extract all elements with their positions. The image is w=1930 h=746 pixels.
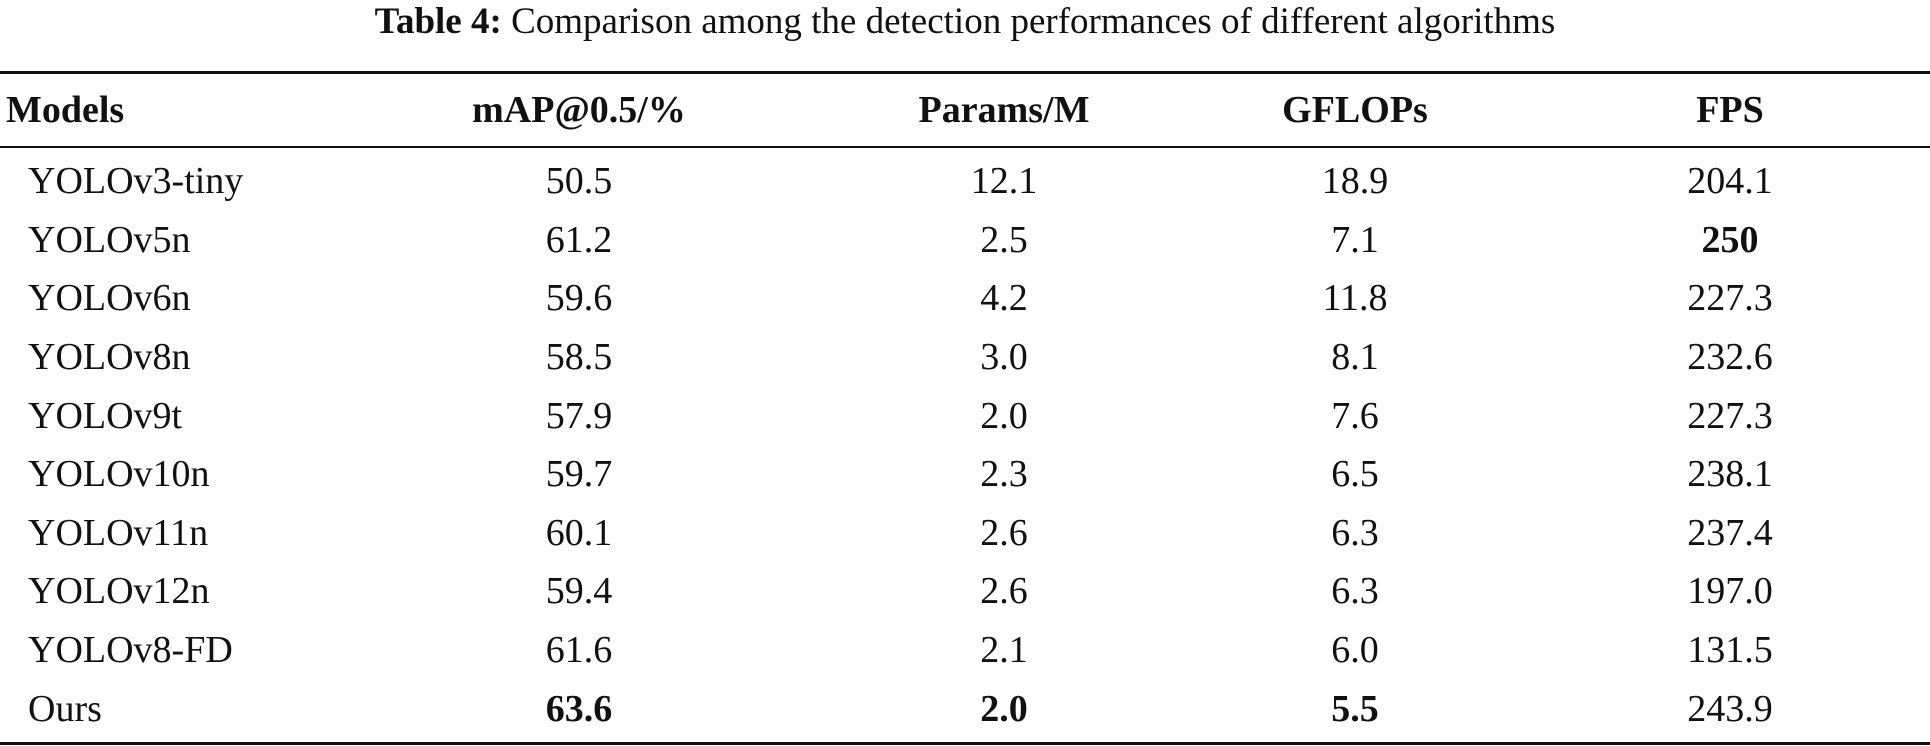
table-bottom-rule [0,742,1930,745]
comparison-table: Models mAP@0.5/% Params/M GFLOPs FPS YOL… [0,74,1930,738]
cell-map: 50.5 [545,160,613,203]
table-row: YOLOv8-FD 61.6 2.1 6.0 131.5 [0,621,1930,680]
header-gflops: GFLOPs [1282,89,1428,131]
cell-gflops: 18.9 [1321,160,1389,203]
cell-map: 59.4 [545,570,613,613]
cell-params: 4.2 [980,277,1028,320]
cell-map: 60.1 [545,511,613,554]
cell-model: YOLOv5n [28,218,191,261]
cell-model: YOLOv6n [28,277,191,320]
cell-model: YOLOv8-FD [28,629,233,672]
cell-gflops: 7.1 [1331,218,1379,261]
cell-map: 59.6 [545,277,613,320]
cell-map: 63.6 [545,687,613,730]
cell-model: YOLOv3-tiny [28,160,244,203]
header-params: Params/M [918,89,1090,131]
cell-fps: 227.3 [1687,394,1773,437]
header-map: mAP@0.5/% [472,89,686,131]
cell-params: 12.1 [970,160,1038,203]
cell-gflops: 11.8 [1322,277,1388,320]
cell-params: 3.0 [980,336,1028,379]
table-row: Ours 63.6 2.0 5.5 243.9 [0,679,1930,738]
table-top-rule [0,71,1930,74]
table-row: YOLOv8n 58.5 3.0 8.1 232.6 [0,328,1930,387]
cell-fps: 131.5 [1687,629,1773,672]
cell-fps: 204.1 [1687,160,1773,203]
table-row: YOLOv3-tiny 50.5 12.1 18.9 204.1 [0,146,1930,211]
cell-params: 2.0 [980,394,1028,437]
cell-model: YOLOv8n [28,336,191,379]
table-caption-text: Comparison among the detection performan… [501,1,1556,42]
cell-params: 2.6 [980,570,1028,613]
cell-gflops: 6.3 [1331,570,1379,613]
cell-params: 2.5 [980,218,1028,261]
cell-fps: 197.0 [1687,570,1773,613]
table-caption: Table 4: Comparison among the detection … [0,0,1930,44]
cell-gflops: 8.1 [1331,336,1379,379]
cell-fps: 250 [1701,218,1759,261]
table-row: YOLOv12n 59.4 2.6 6.3 197.0 [0,562,1930,621]
cell-fps: 243.9 [1687,687,1773,730]
cell-params: 2.3 [980,453,1028,496]
cell-params: 2.6 [980,511,1028,554]
cell-map: 58.5 [545,336,613,379]
cell-fps: 237.4 [1687,511,1773,554]
table-row: YOLOv11n 60.1 2.6 6.3 237.4 [0,504,1930,563]
cell-map: 61.6 [545,629,613,672]
header-fps: FPS [1696,89,1764,131]
table-row: YOLOv6n 59.6 4.2 11.8 227.3 [0,269,1930,328]
table-row: YOLOv5n 61.2 2.5 7.1 250 [0,211,1930,270]
cell-fps: 227.3 [1687,277,1773,320]
cell-fps: 232.6 [1687,336,1773,379]
cell-params: 2.1 [980,629,1028,672]
cell-model: YOLOv12n [28,570,210,613]
cell-map: 57.9 [545,394,613,437]
cell-map: 59.7 [545,453,613,496]
cell-model: YOLOv10n [28,453,210,496]
cell-fps: 238.1 [1687,453,1773,496]
table-row: YOLOv9t 57.9 2.0 7.6 227.3 [0,386,1930,445]
cell-model: Ours [28,687,102,730]
cell-map: 61.2 [545,218,613,261]
cell-model: YOLOv11n [28,511,209,554]
cell-gflops: 6.0 [1331,629,1379,672]
cell-model: YOLOv9t [28,394,183,437]
cell-gflops: 5.5 [1331,687,1379,730]
cell-gflops: 7.6 [1331,394,1379,437]
table-row: YOLOv10n 59.7 2.3 6.5 238.1 [0,445,1930,504]
cell-gflops: 6.5 [1331,453,1379,496]
table-header-rule [0,146,1930,148]
table-header-row: Models mAP@0.5/% Params/M GFLOPs FPS [0,74,1930,146]
cell-params: 2.0 [980,687,1028,730]
table-caption-label: Table 4: [374,1,502,42]
cell-gflops: 6.3 [1331,511,1379,554]
header-models: Models [6,89,125,131]
